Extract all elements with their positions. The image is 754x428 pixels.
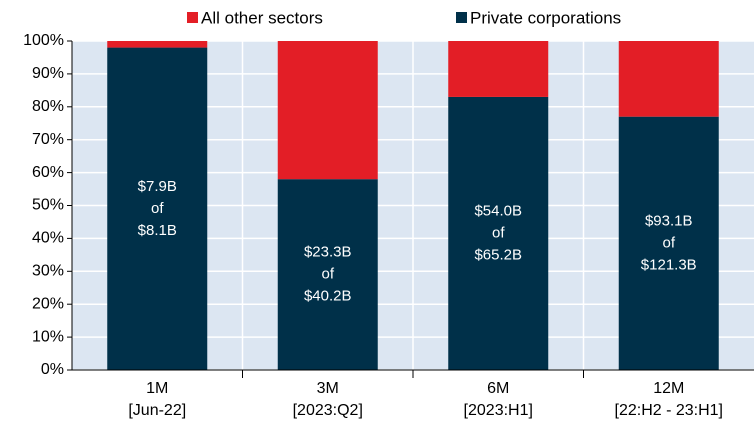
y-tick-label: 50% (32, 197, 64, 214)
bar-label: $23.3B (304, 244, 352, 261)
x-tick-label: [2023:Q2] (293, 402, 363, 419)
bar-label: $40.2B (304, 288, 352, 305)
bar-segment (618, 41, 719, 117)
bar-segment (277, 41, 378, 180)
y-tick-label: 10% (32, 328, 64, 345)
y-tick-label: 70% (32, 131, 64, 148)
bar-label: $54.0B (474, 202, 522, 219)
bar-label: of (321, 266, 334, 283)
y-tick-label: 100% (23, 32, 64, 49)
x-tick-label: 6M (487, 380, 509, 397)
y-tick-label: 40% (32, 230, 64, 247)
bar-label: $7.9B (138, 178, 177, 195)
bar-segment (448, 96, 549, 371)
legend-swatch (456, 12, 467, 23)
bar-segment (618, 116, 719, 370)
legend-label: All other sectors (201, 8, 323, 27)
y-tick-label: 30% (32, 263, 64, 280)
legend-swatch (187, 12, 198, 23)
y-tick-label: 60% (32, 164, 64, 181)
x-tick-label: 12M (653, 380, 684, 397)
bar-label: of (151, 200, 164, 217)
bar-segment (107, 47, 208, 371)
x-tick-label: [22:H2 - 23:H1] (615, 402, 724, 419)
bar-segment (448, 41, 549, 97)
bar-segment (277, 179, 378, 370)
y-tick-label: 20% (32, 295, 64, 312)
y-tick-label: 80% (32, 98, 64, 115)
legend-label: Private corporations (470, 8, 621, 27)
x-tick-label: [2023:H1] (464, 402, 533, 419)
x-tick-label: [Jun-22] (128, 402, 186, 419)
bar-label: $121.3B (641, 256, 697, 273)
bar-label: $93.1B (645, 212, 693, 229)
bar-label: $65.2B (474, 246, 522, 263)
bar-label: of (492, 224, 505, 241)
bar-label: of (662, 234, 675, 251)
bar-label: $8.1B (138, 222, 177, 239)
y-tick-label: 0% (41, 361, 64, 378)
bar-segment (107, 41, 208, 48)
x-tick-label: 3M (317, 380, 339, 397)
x-tick-label: 1M (146, 380, 168, 397)
y-tick-label: 90% (32, 65, 64, 82)
